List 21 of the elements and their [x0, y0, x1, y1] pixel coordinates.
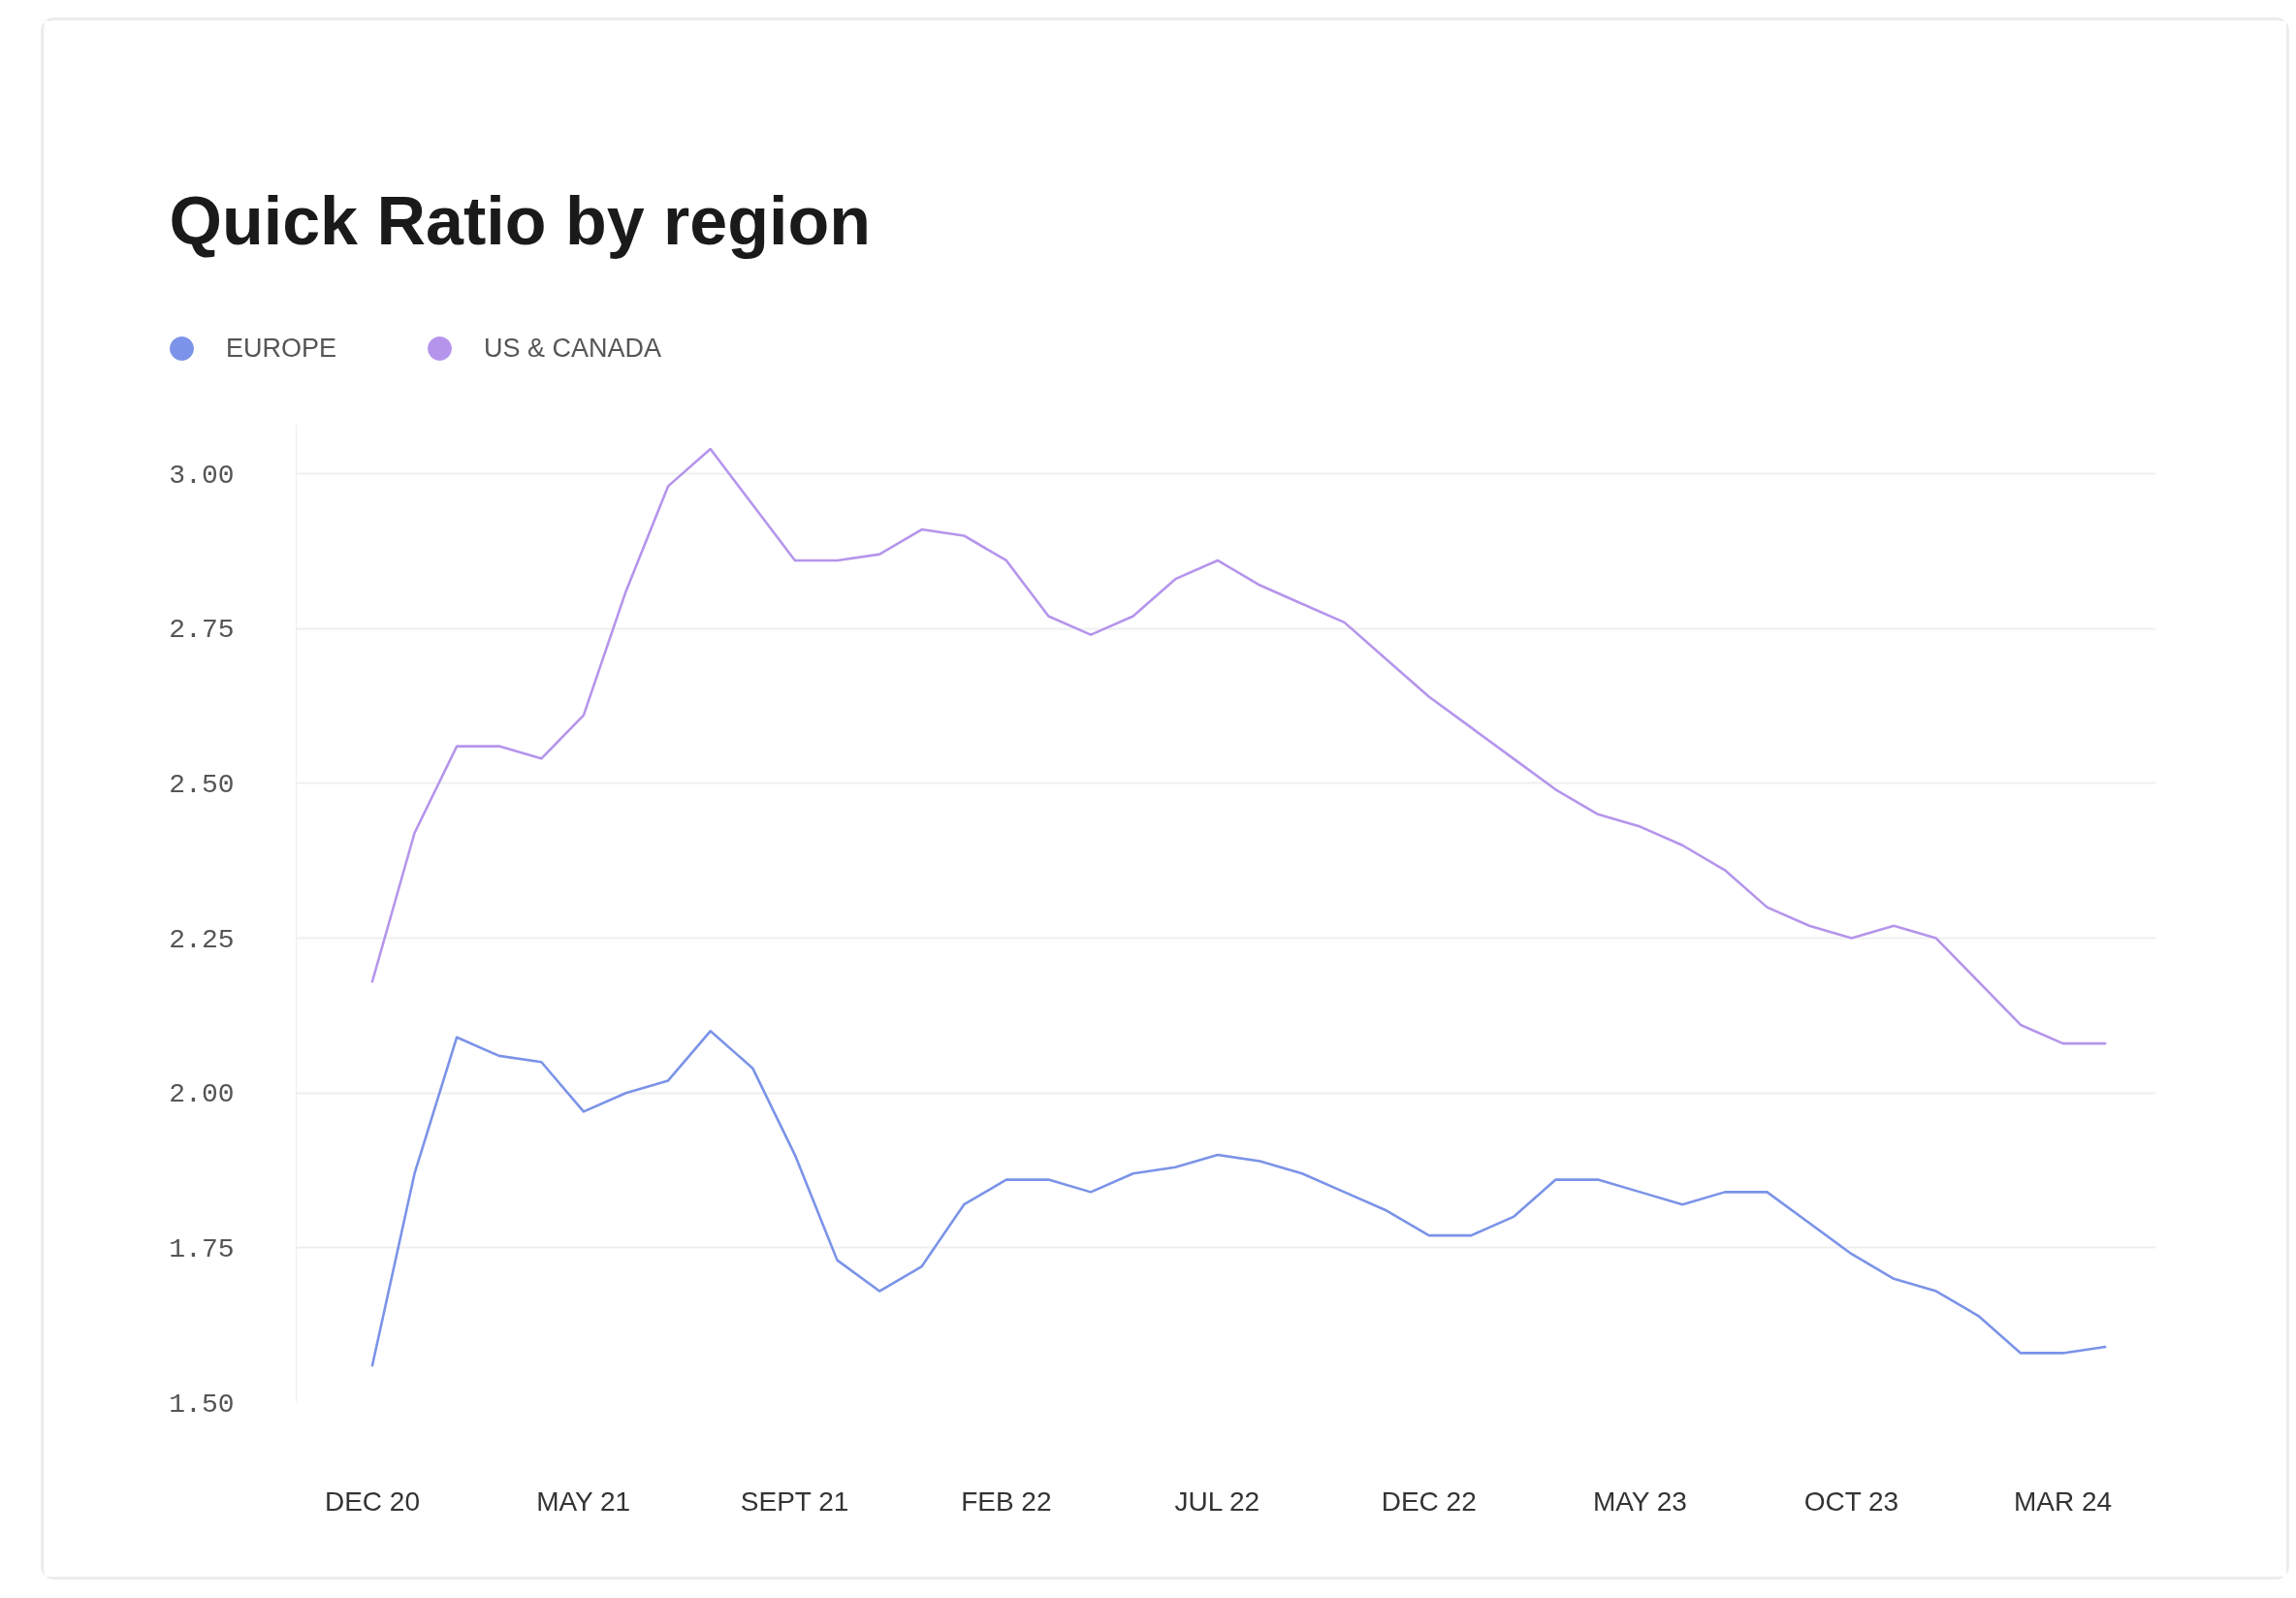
- legend-label: EUROPE: [226, 333, 337, 364]
- x-tick-label: MAY 21: [536, 1486, 631, 1517]
- y-tick-label: 3.00: [169, 460, 235, 491]
- x-tick-label: JUL 22: [1174, 1486, 1260, 1517]
- y-tick-label: 2.50: [169, 769, 235, 800]
- y-tick-label: 2.00: [169, 1079, 235, 1110]
- y-tick-label: 2.25: [169, 924, 235, 955]
- x-tick-label: FEB 22: [961, 1486, 1052, 1517]
- x-tick-label: DEC 22: [1381, 1486, 1477, 1517]
- x-tick-label: OCT 23: [1803, 1486, 1899, 1517]
- y-tick-label: 1.50: [169, 1389, 235, 1420]
- y-tick-label: 2.75: [169, 615, 235, 646]
- y-tick-label: 1.75: [169, 1233, 235, 1264]
- x-tick-label: SEPT 21: [740, 1486, 849, 1517]
- legend-label: US & CANADA: [484, 333, 662, 364]
- x-tick-label: DEC 20: [324, 1486, 420, 1517]
- x-tick-label: MAR 24: [2014, 1486, 2113, 1517]
- line-series: [370, 447, 2107, 1045]
- x-tick-label: MAY 23: [1592, 1486, 1687, 1517]
- chart-title: Quick Ratio by region: [169, 182, 871, 259]
- line-series: [370, 1030, 2107, 1367]
